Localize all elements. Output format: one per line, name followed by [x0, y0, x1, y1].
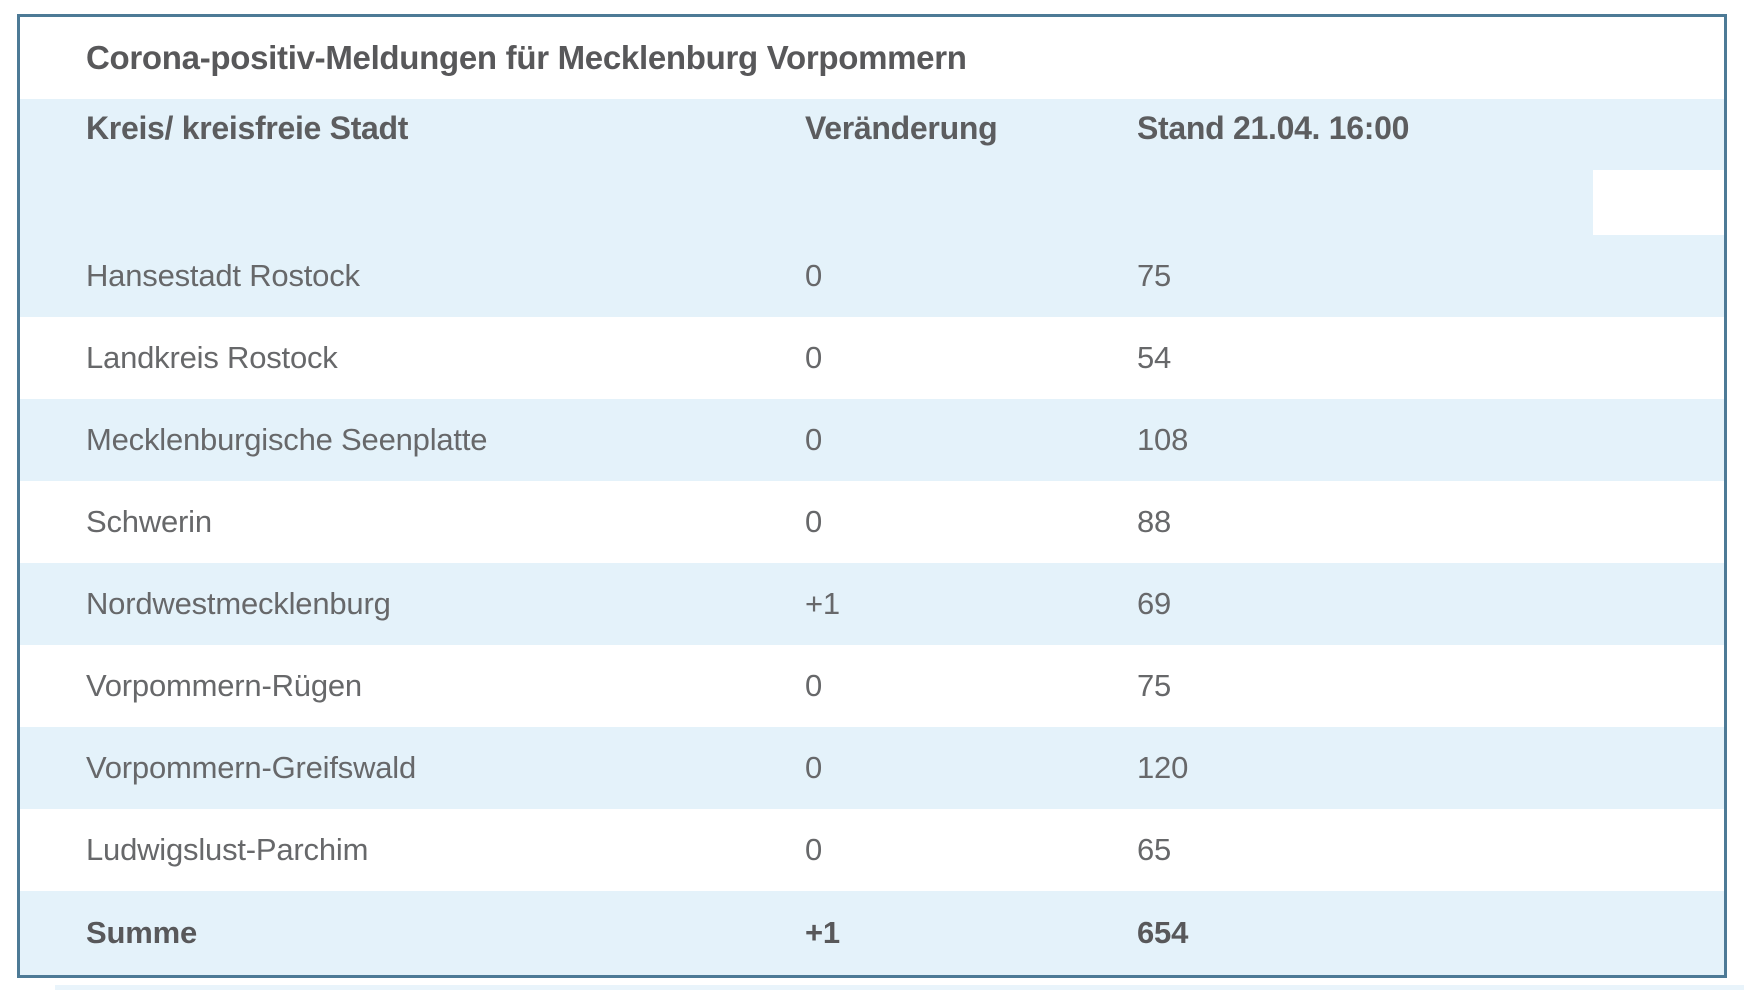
column-header-kreis: Kreis/ kreisfreie Stadt: [86, 110, 409, 146]
cell-kreis: Hansestadt Rostock: [86, 258, 360, 293]
cell-stand: 108: [1137, 422, 1189, 457]
cell-kreis: Mecklenburgische Seenplatte: [86, 422, 488, 457]
cell-summe-veraenderung: +1: [805, 915, 840, 950]
column-header-veraenderung: Veränderung: [805, 110, 998, 146]
table-total-row: Summe +1 654: [20, 891, 1724, 975]
table-row: Vorpommern-Rügen 0 75: [20, 645, 1724, 727]
cell-kreis: Vorpommern-Rügen: [86, 668, 362, 703]
table-row: Hansestadt Rostock 0 75: [20, 235, 1724, 317]
table-title-row: Corona-positiv-Meldungen für Mecklenburg…: [20, 17, 1724, 99]
cell-veraenderung: 0: [805, 504, 823, 539]
cell-stand: 75: [1137, 258, 1172, 293]
table-row: Nordwestmecklenburg +1 69: [20, 563, 1724, 645]
cell-veraenderung: +1: [805, 586, 840, 621]
table-row: Vorpommern-Greifswald 0 120: [20, 727, 1724, 809]
cell-stand: 54: [1137, 340, 1172, 375]
cell-kreis: Ludwigslust-Parchim: [86, 832, 369, 867]
table-row: Mecklenburgische Seenplatte 0 108: [20, 399, 1724, 481]
cell-kreis: Landkreis Rostock: [86, 340, 338, 375]
cell-kreis: Nordwestmecklenburg: [86, 586, 391, 621]
cell-stand: 88: [1137, 504, 1172, 539]
table-title: Corona-positiv-Meldungen für Mecklenburg…: [86, 39, 967, 76]
cell-veraenderung: 0: [805, 258, 823, 293]
next-element-edge: [55, 985, 1744, 990]
cell-summe-label: Summe: [86, 915, 197, 950]
table-header-row: Kreis/ kreisfreie Stadt Veränderung Stan…: [20, 99, 1724, 235]
table-row: Landkreis Rostock 0 54: [20, 317, 1724, 399]
table-row: Schwerin 0 88: [20, 481, 1724, 563]
corona-table: Corona-positiv-Meldungen für Mecklenburg…: [17, 14, 1727, 978]
header-empty-cell: [1593, 170, 1724, 235]
cell-stand: 69: [1137, 586, 1172, 621]
cell-veraenderung: 0: [805, 422, 823, 457]
column-header-stand: Stand 21.04. 16:00: [1137, 110, 1410, 146]
cell-summe-stand: 654: [1137, 915, 1189, 950]
cell-kreis: Schwerin: [86, 504, 212, 539]
cell-veraenderung: 0: [805, 340, 823, 375]
cell-stand: 120: [1137, 750, 1189, 785]
cell-veraenderung: 0: [805, 750, 823, 785]
cell-stand: 65: [1137, 832, 1172, 867]
cell-veraenderung: 0: [805, 832, 823, 867]
table-row: Ludwigslust-Parchim 0 65: [20, 809, 1724, 891]
cell-kreis: Vorpommern-Greifswald: [86, 750, 417, 785]
cell-stand: 75: [1137, 668, 1172, 703]
cell-veraenderung: 0: [805, 668, 823, 703]
